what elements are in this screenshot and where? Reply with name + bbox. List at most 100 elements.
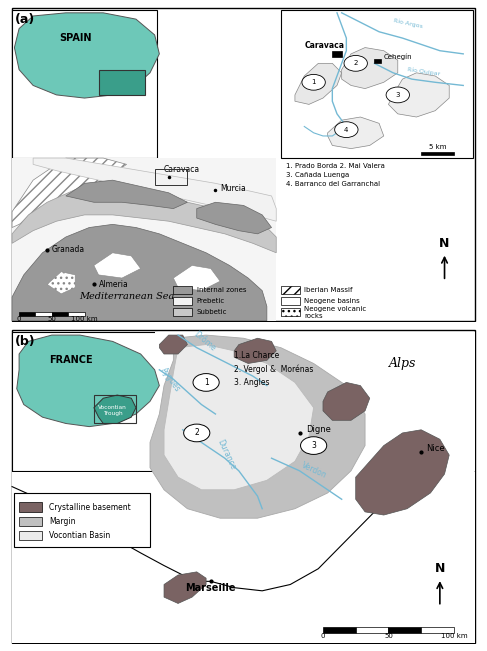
Text: Río Quipar: Río Quipar — [407, 67, 441, 77]
Text: Prebetic: Prebetic — [197, 298, 225, 304]
Text: 100 km: 100 km — [441, 633, 467, 639]
Bar — [12, 158, 276, 321]
Bar — [52, 312, 68, 316]
Bar — [19, 517, 42, 526]
Bar — [98, 70, 145, 95]
Polygon shape — [94, 253, 141, 278]
Text: 3: 3 — [311, 441, 316, 450]
Bar — [375, 59, 381, 63]
Polygon shape — [17, 335, 159, 426]
Polygon shape — [66, 180, 187, 208]
Text: 50: 50 — [384, 633, 393, 639]
Polygon shape — [33, 158, 276, 221]
Polygon shape — [342, 48, 398, 89]
Text: Murcia: Murcia — [220, 184, 246, 193]
Text: Almeria: Almeria — [98, 280, 128, 289]
Text: 1. Prado Borda 2. Mai Valera
3. Cañada Luenga
4. Barranco del Garranchal: 1. Prado Borda 2. Mai Valera 3. Cañada L… — [285, 163, 384, 187]
Circle shape — [184, 424, 210, 442]
Polygon shape — [234, 339, 276, 363]
Circle shape — [193, 374, 219, 391]
Text: Caravaca: Caravaca — [164, 165, 200, 174]
Bar — [12, 10, 157, 158]
Polygon shape — [173, 266, 220, 290]
Text: Río Argos: Río Argos — [393, 18, 423, 29]
Bar — [421, 152, 454, 155]
Text: 100 km: 100 km — [71, 316, 98, 322]
Text: Crystalline basement: Crystalline basement — [50, 503, 131, 512]
Circle shape — [302, 74, 325, 90]
Text: Drôme: Drôme — [192, 329, 218, 353]
Bar — [12, 473, 475, 643]
Polygon shape — [356, 430, 449, 515]
Bar — [356, 627, 389, 633]
Bar — [155, 332, 475, 471]
Bar — [173, 297, 192, 305]
Bar — [421, 627, 454, 633]
Text: 3: 3 — [395, 92, 400, 98]
Polygon shape — [164, 572, 206, 603]
Text: Neogene volcanic
rocks: Neogene volcanic rocks — [304, 305, 367, 318]
Text: Iberian Massif: Iberian Massif — [304, 287, 353, 293]
Text: 1.La Charce
2. Vergol &  Morénas
3. Angles: 1.La Charce 2. Vergol & Morénas 3. Angle… — [234, 351, 314, 387]
Text: Vocontian Basin: Vocontian Basin — [50, 531, 111, 540]
Text: 0: 0 — [321, 633, 325, 639]
Polygon shape — [328, 117, 384, 148]
Text: Mediterranean Sea: Mediterranean Sea — [79, 292, 174, 301]
Text: 2: 2 — [194, 428, 199, 437]
Text: Subbetic: Subbetic — [197, 309, 227, 315]
Bar — [173, 286, 192, 294]
Text: Cehegín: Cehegín — [384, 54, 412, 61]
Text: 1: 1 — [204, 378, 208, 387]
Bar — [19, 312, 36, 316]
Bar — [173, 308, 192, 316]
Bar — [36, 312, 52, 316]
Bar — [68, 312, 85, 316]
Bar — [19, 531, 42, 540]
Bar — [94, 395, 136, 424]
Text: Verdon: Verdon — [300, 461, 328, 480]
Bar — [281, 10, 472, 158]
Circle shape — [335, 122, 358, 137]
Bar — [281, 308, 300, 316]
Text: Internal zones: Internal zones — [197, 287, 246, 293]
Text: N: N — [435, 562, 445, 575]
Polygon shape — [12, 225, 267, 321]
Text: Aygues: Aygues — [159, 365, 183, 393]
Text: Alps: Alps — [389, 357, 416, 370]
Text: Nice: Nice — [426, 444, 445, 453]
Circle shape — [300, 437, 327, 454]
Text: Durance: Durance — [215, 439, 237, 471]
Text: Margin: Margin — [50, 517, 76, 526]
Text: Digne: Digne — [307, 425, 332, 434]
Polygon shape — [94, 395, 136, 424]
Polygon shape — [47, 271, 75, 294]
Bar — [389, 627, 421, 633]
Text: Vocontian
Trough: Vocontian Trough — [98, 406, 127, 416]
Text: SPAIN: SPAIN — [59, 33, 92, 43]
Polygon shape — [159, 335, 187, 354]
Bar — [281, 286, 300, 294]
Text: (b): (b) — [15, 335, 35, 348]
Text: 0: 0 — [17, 316, 21, 322]
Circle shape — [386, 87, 410, 103]
Bar — [15, 493, 150, 547]
Text: 5 km: 5 km — [429, 144, 446, 150]
Bar — [12, 332, 157, 471]
Text: Caravaca: Caravaca — [304, 42, 344, 51]
Text: Neogene basins: Neogene basins — [304, 298, 360, 304]
Bar — [281, 297, 300, 305]
Bar — [323, 627, 356, 633]
Text: N: N — [439, 237, 450, 250]
Text: 4: 4 — [344, 127, 349, 133]
Polygon shape — [12, 184, 276, 253]
Polygon shape — [323, 382, 370, 421]
Text: (a): (a) — [15, 13, 35, 26]
Text: Marseille: Marseille — [186, 583, 236, 593]
Text: 1: 1 — [311, 79, 316, 85]
Polygon shape — [164, 344, 314, 490]
Polygon shape — [150, 335, 365, 518]
Bar — [19, 503, 42, 512]
Polygon shape — [295, 63, 342, 104]
Text: Granada: Granada — [52, 245, 85, 254]
Bar — [332, 51, 342, 57]
